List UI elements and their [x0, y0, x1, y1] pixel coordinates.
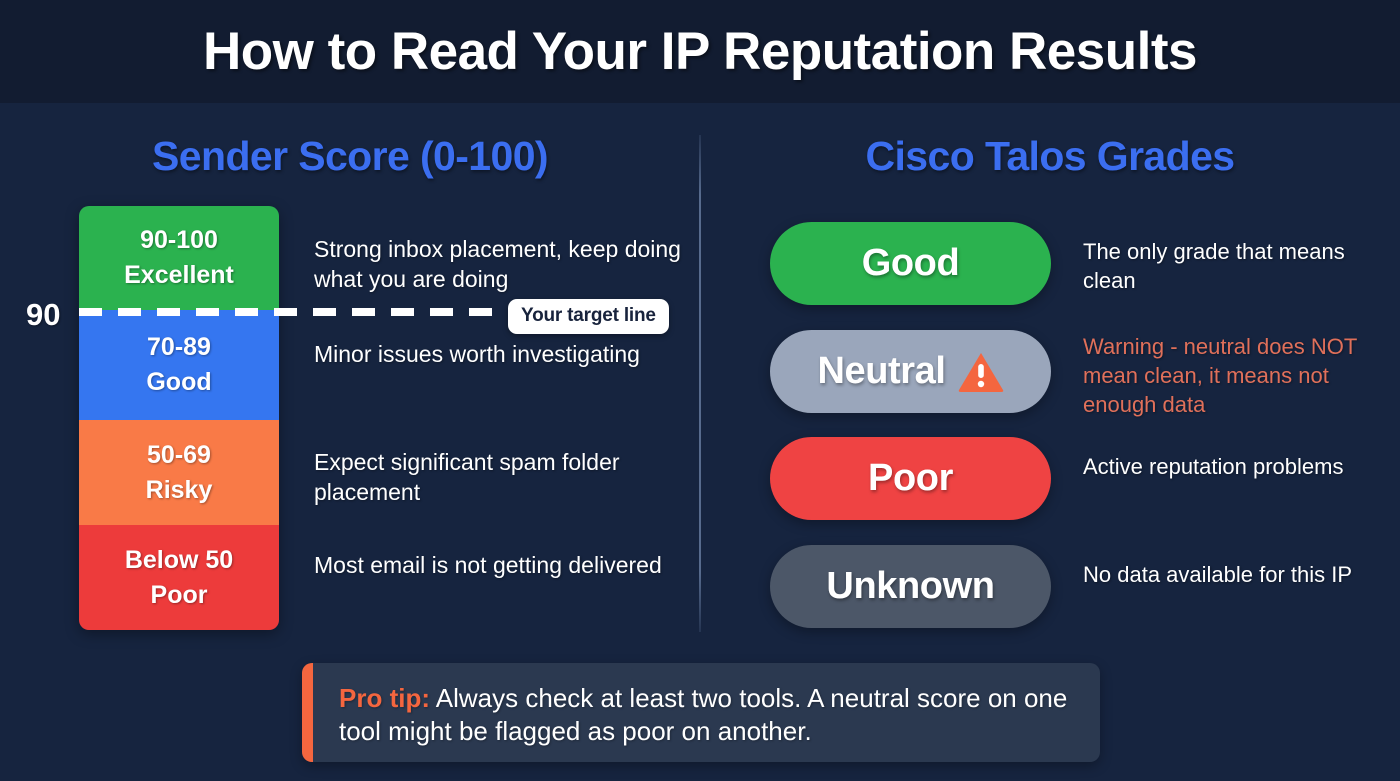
grade-pill-label: Neutral — [817, 350, 946, 392]
grade-pill-unknown: Unknown — [770, 545, 1051, 628]
target-line-dashed — [79, 308, 511, 316]
score-band-label: Poor — [150, 580, 208, 609]
pro-tip-label: Pro tip: — [339, 683, 430, 713]
warning-triangle-icon — [958, 351, 1004, 393]
column-divider — [699, 135, 701, 632]
score-band-risky: 50-69 Risky — [79, 420, 279, 525]
grade-pill-good: Good — [770, 222, 1051, 305]
grade-pill-neutral: Neutral — [770, 330, 1051, 413]
score-band-description: Most email is not getting delivered — [314, 552, 662, 578]
grade-pill-label: Unknown — [826, 565, 995, 607]
axis-label-90: 90 — [26, 297, 61, 332]
grade-description: Active reputation problems — [1083, 454, 1344, 479]
score-band-excellent: 90-100 Excellent — [79, 206, 279, 310]
pro-tip-text: Pro tip: Always check at least two tools… — [339, 682, 1082, 748]
grade-pill-poor: Poor — [770, 437, 1051, 520]
score-band-good: 70-89 Good — [79, 310, 279, 420]
cisco-talos-heading: Cisco Talos Grades — [865, 133, 1236, 179]
page-title: How to Read Your IP Reputation Results — [202, 22, 1198, 81]
pro-tip-accent-bar — [302, 663, 313, 762]
score-band-description: Minor issues worth investigating — [314, 341, 640, 367]
pro-tip-callout: Pro tip: Always check at least two tools… — [302, 663, 1100, 762]
score-band-range: 50-69 — [147, 440, 211, 469]
pro-tip-body: Always check at least two tools. A neutr… — [339, 683, 1068, 746]
score-band-description: Strong inbox placement, keep doing what … — [314, 236, 681, 292]
target-line-badge: Your target line — [508, 299, 669, 334]
grade-description-warning: Warning - neutral does NOT mean clean, i… — [1083, 334, 1357, 417]
header-band — [0, 0, 1400, 103]
sender-score-heading: Sender Score (0-100) — [152, 133, 549, 179]
score-band-range: 90-100 — [140, 226, 218, 254]
grade-description: The only grade that means clean — [1083, 239, 1345, 293]
score-band-label: Good — [146, 368, 212, 396]
score-band-description: Expect significant spam folder placement — [314, 449, 620, 505]
score-band-range: 70-89 — [147, 333, 211, 361]
score-band-poor: Below 50 Poor — [79, 525, 279, 630]
score-band-range: Below 50 — [124, 545, 234, 574]
score-band-label: Risky — [145, 475, 213, 504]
sender-score-bar: 90-100 Excellent 70-89 Good 50-69 Risky … — [79, 206, 279, 630]
score-band-label: Excellent — [124, 261, 234, 289]
grade-pill-label: Good — [861, 242, 960, 284]
grade-description: No data available for this IP — [1083, 562, 1353, 587]
grade-pill-label: Poor — [868, 457, 953, 499]
